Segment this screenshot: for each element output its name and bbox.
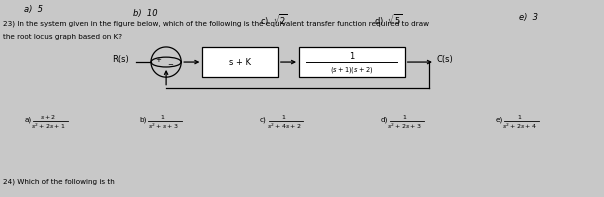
Text: 23) In the system given in the figure below, which of the following is the equiv: 23) In the system given in the figure be…: [3, 21, 429, 27]
Text: s + K: s + K: [229, 58, 251, 67]
Text: C(s): C(s): [436, 55, 453, 64]
Text: a): a): [24, 117, 31, 123]
Text: $s+2$: $s+2$: [40, 113, 57, 121]
Text: $s^{2}+2s+1$: $s^{2}+2s+1$: [31, 121, 65, 131]
FancyBboxPatch shape: [299, 47, 405, 77]
FancyBboxPatch shape: [202, 47, 278, 77]
Text: +: +: [156, 57, 161, 63]
Text: d): d): [381, 117, 388, 123]
Text: b)  10: b) 10: [133, 9, 158, 18]
Text: a)  5: a) 5: [24, 5, 43, 14]
Text: d)  $\sqrt{5}$: d) $\sqrt{5}$: [374, 13, 403, 28]
Text: b): b): [139, 117, 146, 123]
Text: $s^{2}+s+3$: $s^{2}+s+3$: [148, 121, 178, 131]
Text: 1: 1: [349, 52, 355, 61]
Text: $1$: $1$: [517, 113, 522, 121]
Text: c)  $\sqrt{2}$: c) $\sqrt{2}$: [260, 13, 288, 28]
Text: $1$: $1$: [161, 113, 165, 121]
Text: $1$: $1$: [281, 113, 286, 121]
Text: $s^{2}+2s+3$: $s^{2}+2s+3$: [387, 121, 422, 131]
Text: $s^{2}+4s+2$: $s^{2}+4s+2$: [267, 121, 301, 131]
Text: $1$: $1$: [402, 113, 407, 121]
Text: e)  3: e) 3: [519, 13, 538, 22]
Text: R(s): R(s): [112, 55, 129, 64]
Text: e): e): [495, 117, 503, 123]
Text: the root locus graph based on K?: the root locus graph based on K?: [3, 34, 122, 40]
Text: −: −: [168, 62, 173, 68]
Text: 24) Which of the following is th: 24) Which of the following is th: [3, 179, 115, 185]
Text: c): c): [260, 117, 266, 123]
Text: $(s+1)(s+2)$: $(s+1)(s+2)$: [330, 65, 373, 75]
Text: $s^{2}+2s+4$: $s^{2}+2s+4$: [502, 121, 537, 131]
